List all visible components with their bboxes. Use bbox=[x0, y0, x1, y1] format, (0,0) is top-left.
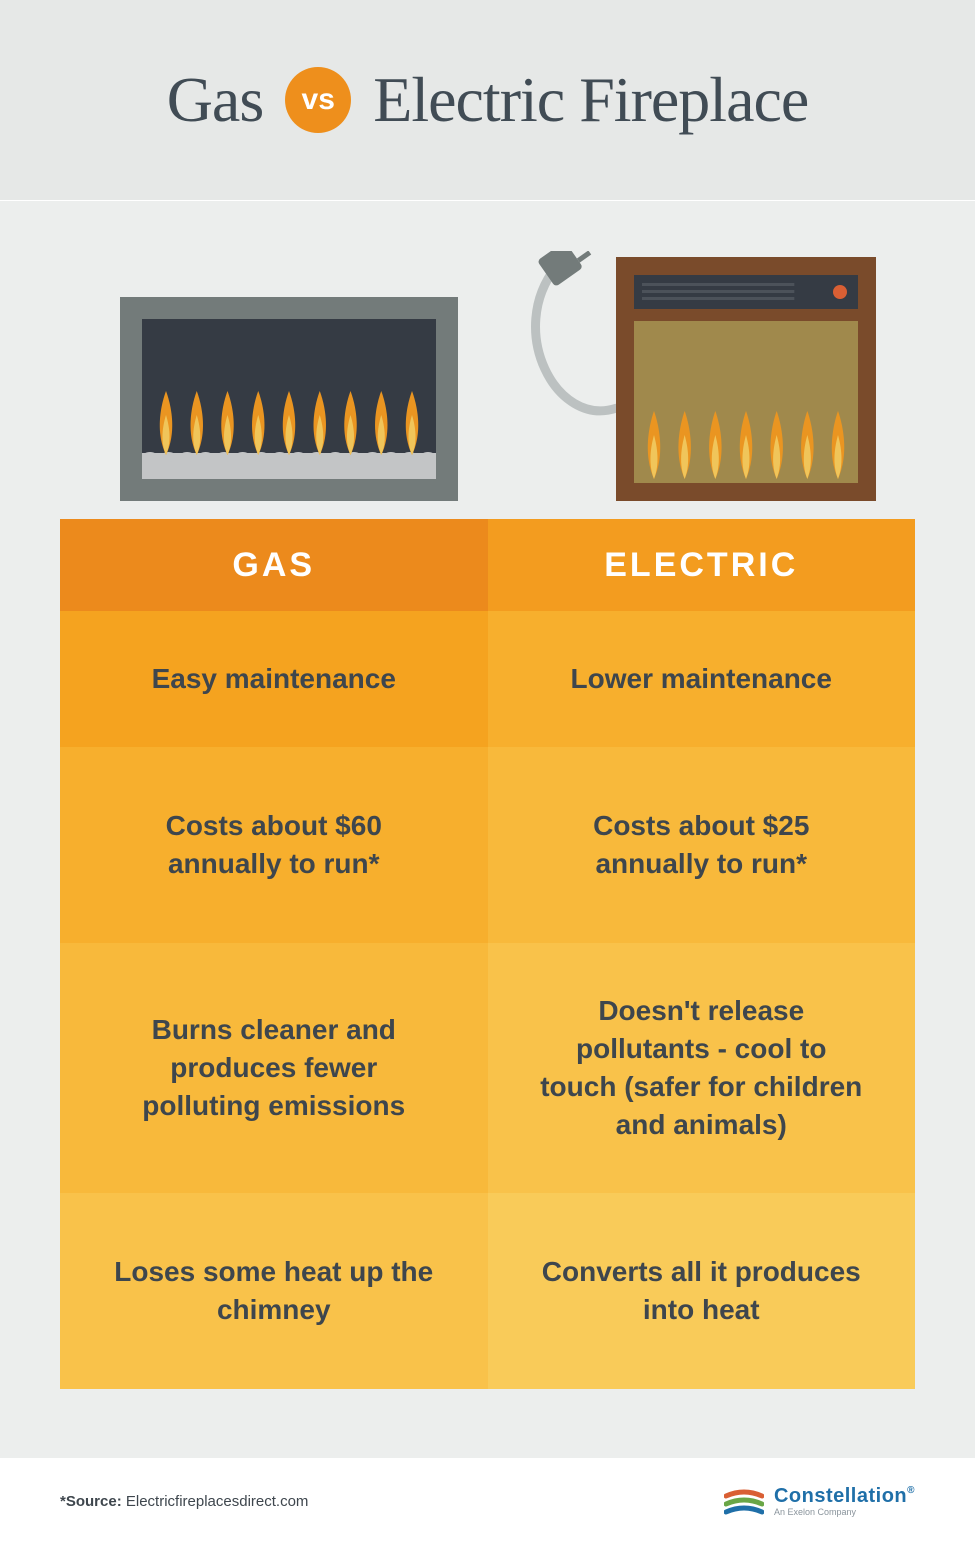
table-row: Burns cleaner and produces fewer polluti… bbox=[60, 943, 915, 1193]
title-header: Gas vs Electric Fireplace bbox=[0, 0, 975, 201]
cell-gas: Burns cleaner and produces fewer polluti… bbox=[60, 943, 488, 1193]
cell-electric: Lower maintenance bbox=[488, 611, 916, 747]
gas-fireplace-icon bbox=[120, 297, 458, 501]
comparison-table: GAS ELECTRIC Easy maintenance Lower main… bbox=[60, 519, 915, 1389]
main-content: GAS ELECTRIC Easy maintenance Lower main… bbox=[0, 201, 975, 1389]
cell-gas: Costs about $60 annually to run* bbox=[60, 747, 488, 943]
vs-badge: vs bbox=[285, 67, 351, 133]
gas-fireplace-illustration bbox=[90, 297, 488, 501]
cell-electric: Costs about $25 annually to run* bbox=[488, 747, 916, 943]
source-label: *Source: bbox=[60, 1493, 122, 1510]
col-header-gas: GAS bbox=[60, 519, 488, 611]
electric-fireplace-illustration bbox=[488, 251, 886, 501]
table-row: Easy maintenance Lower maintenance bbox=[60, 611, 915, 747]
brand-subtitle: An Exelon Company bbox=[774, 1507, 856, 1517]
brand-name: Constellation® bbox=[774, 1485, 915, 1508]
cell-electric: Doesn't release pollutants - cool to tou… bbox=[488, 943, 916, 1193]
source-value: Electricfireplacesdirect.com bbox=[126, 1493, 309, 1510]
col-header-electric: ELECTRIC bbox=[488, 519, 916, 611]
table-row: Costs about $60 annually to run* Costs a… bbox=[60, 747, 915, 943]
cell-gas: Easy maintenance bbox=[60, 611, 488, 747]
brand-logo: Constellation® An Exelon Company bbox=[724, 1485, 915, 1517]
title-left: Gas bbox=[167, 63, 264, 137]
cell-gas: Loses some heat up the chimney bbox=[60, 1193, 488, 1389]
electric-fireplace-icon bbox=[496, 251, 876, 501]
title-right: Electric Fireplace bbox=[373, 63, 808, 137]
source-line: *Source: Electricfireplacesdirect.com bbox=[60, 1493, 308, 1510]
footer: *Source: Electricfireplacesdirect.com Co… bbox=[0, 1458, 975, 1544]
table-row: Loses some heat up the chimney Converts … bbox=[60, 1193, 915, 1389]
vs-text: vs bbox=[302, 83, 335, 117]
table-header: GAS ELECTRIC bbox=[60, 519, 915, 611]
cell-electric: Converts all it produces into heat bbox=[488, 1193, 916, 1389]
illustration-row bbox=[60, 201, 915, 501]
brand-stripes-icon bbox=[724, 1486, 764, 1516]
